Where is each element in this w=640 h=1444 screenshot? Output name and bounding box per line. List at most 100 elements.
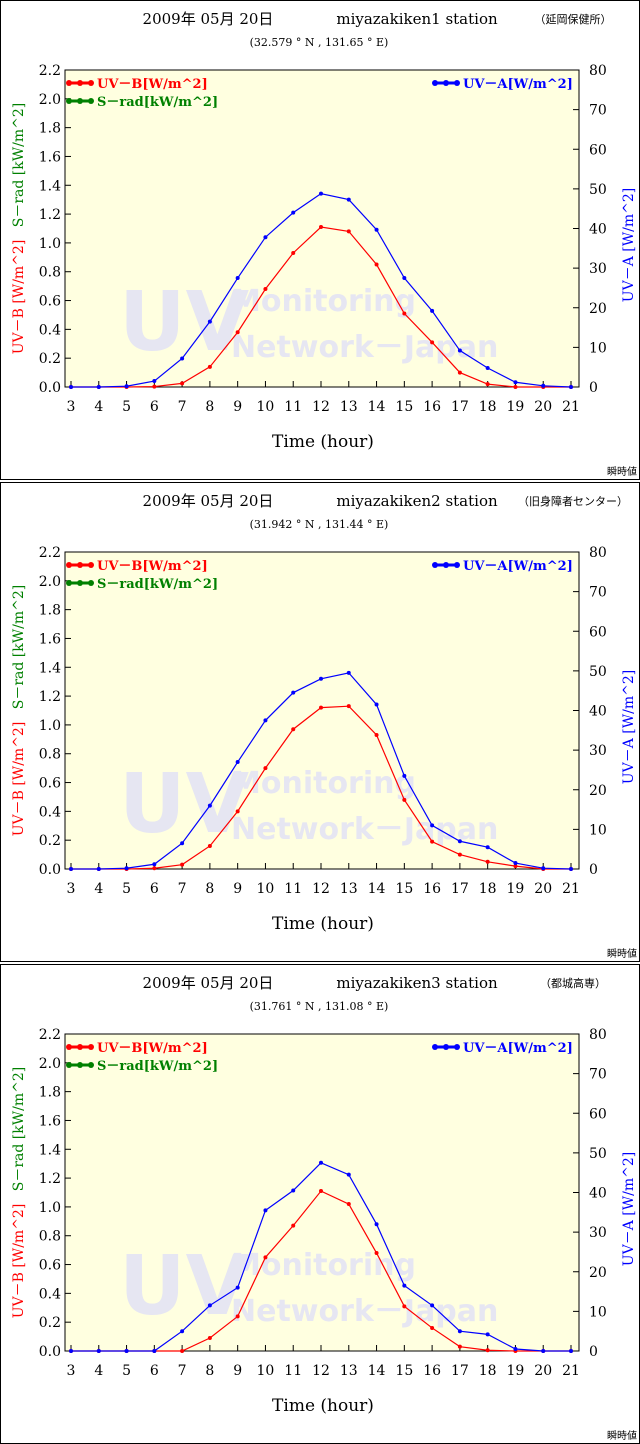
legend-marker [432,80,438,86]
y-left-axis-label-srad: S－rad [kW/m^2] [11,1067,27,1191]
x-tick-label: 9 [233,399,242,415]
y-left-tick-label: 1.4 [39,660,61,676]
data-point [207,843,212,848]
y-left-tick-label: 1.2 [39,1171,61,1187]
data-point [180,1329,185,1334]
x-tick-label: 11 [284,881,302,897]
x-tick-label: 8 [205,399,214,415]
y-right-tick-label: 0 [589,1344,598,1360]
watermark-monitoring: Monitoring [231,766,416,801]
y-right-tick-label: 50 [589,664,607,680]
y-right-axis-label-uva: UV－A [W/m^2] [621,1152,637,1266]
y-right-tick-label: 20 [589,783,607,799]
instantaneous-value-note: 瞬時値 [607,465,637,478]
x-tick-label: 16 [423,881,441,897]
data-point [402,773,407,778]
watermark-network-japan: Network－Japan [231,330,498,365]
legend-marker [454,562,460,568]
y-right-tick-label: 80 [589,63,607,79]
station-coordinates: (31.942 ° N , 131.44 ° E) [250,518,389,531]
y-left-axis-label-srad: S－rad [kW/m^2] [11,103,27,227]
x-tick-label: 8 [205,881,214,897]
data-point [291,250,296,255]
data-point [207,364,212,369]
legend-marker [77,1062,83,1068]
y-left-tick-label: 1.4 [39,1142,61,1158]
station-location: （延岡保健所） [535,12,612,26]
y-left-tick-label: 0.4 [39,1286,61,1302]
y-right-axis-label-uva: UV－A [W/m^2] [621,188,637,302]
data-point [180,841,185,846]
y-left-tick-label: 1.8 [39,603,61,619]
y-right-tick-label: 30 [589,261,607,277]
y-left-tick-label: 1.2 [39,207,61,223]
y-left-tick-label: 0.6 [39,294,61,310]
y-left-tick-label: 2.2 [39,545,61,561]
station-name: miyazakiken1 station [336,10,498,28]
data-point [124,384,129,389]
data-point [180,356,185,361]
y-right-tick-label: 70 [589,585,607,601]
legend-marker [443,80,449,86]
x-axis-label: Time (hour) [272,432,374,452]
x-tick-label: 10 [257,881,275,897]
legend-marker [88,80,94,86]
data-point [235,1285,240,1290]
y-right-tick-label: 80 [589,545,607,561]
data-point [346,704,351,709]
x-tick-label: 8 [205,1363,214,1379]
legend-marker [66,580,72,586]
y-left-axis-label-uvb: UV－B [W/m^2] [11,240,27,355]
data-point [346,1202,351,1207]
x-tick-label: 7 [178,399,187,415]
y-left-tick-label: 1.6 [39,1113,61,1129]
x-tick-label: 3 [67,881,76,897]
y-right-tick-label: 70 [589,1067,607,1083]
y-right-tick-label: 80 [589,1027,607,1043]
x-tick-label: 3 [67,399,76,415]
data-point [263,235,268,240]
y-left-tick-label: 1.6 [39,149,61,165]
x-tick-label: 19 [507,1363,525,1379]
y-left-tick-label: 0.0 [39,862,61,878]
x-tick-label: 14 [368,399,386,415]
legend-marker [443,1044,449,1050]
chart-svg-3: 2009年 05月 20日 miyazakiken3 station （都城高専） (… [11,974,637,1442]
x-tick-label: 12 [312,881,330,897]
y-left-tick-label: 0.0 [39,380,61,396]
x-axis-label: Time (hour) [272,914,374,934]
x-tick-label: 4 [94,881,103,897]
legend-marker [454,80,460,86]
legend-label: S－rad[kW/m^2] [97,95,218,110]
data-point [374,732,379,737]
data-point [319,225,323,230]
legend-label: UV－B[W/m^2] [97,559,208,574]
y-right-tick-label: 60 [589,624,607,640]
data-point [346,197,351,202]
x-tick-label: 21 [562,1363,580,1379]
chart-date-title: 2009年 05月 20日 [143,492,274,510]
data-point [291,1188,296,1193]
x-tick-label: 20 [534,881,552,897]
data-point [402,276,407,281]
data-point [180,1349,185,1353]
legend-label: UV－A[W/m^2] [463,77,573,92]
y-right-tick-label: 20 [589,301,607,317]
data-point [180,381,185,386]
y-right-tick-label: 20 [589,1265,607,1281]
y-right-tick-label: 50 [589,1146,607,1162]
x-tick-label: 6 [150,881,159,897]
data-point [263,287,268,292]
y-left-axis-label-uvb: UV－B [W/m^2] [11,1204,27,1319]
x-tick-label: 7 [178,1363,187,1379]
data-point [124,866,129,871]
y-right-axis-label-uva: UV－A [W/m^2] [621,670,637,784]
data-point [569,385,573,389]
y-right-tick-label: 40 [589,1186,607,1202]
legend-label: UV－B[W/m^2] [97,1041,208,1056]
data-point [69,385,73,389]
x-tick-label: 9 [233,1363,242,1379]
y-right-tick-label: 40 [589,704,607,720]
y-left-tick-label: 1.0 [39,1200,61,1216]
x-tick-label: 4 [94,399,103,415]
